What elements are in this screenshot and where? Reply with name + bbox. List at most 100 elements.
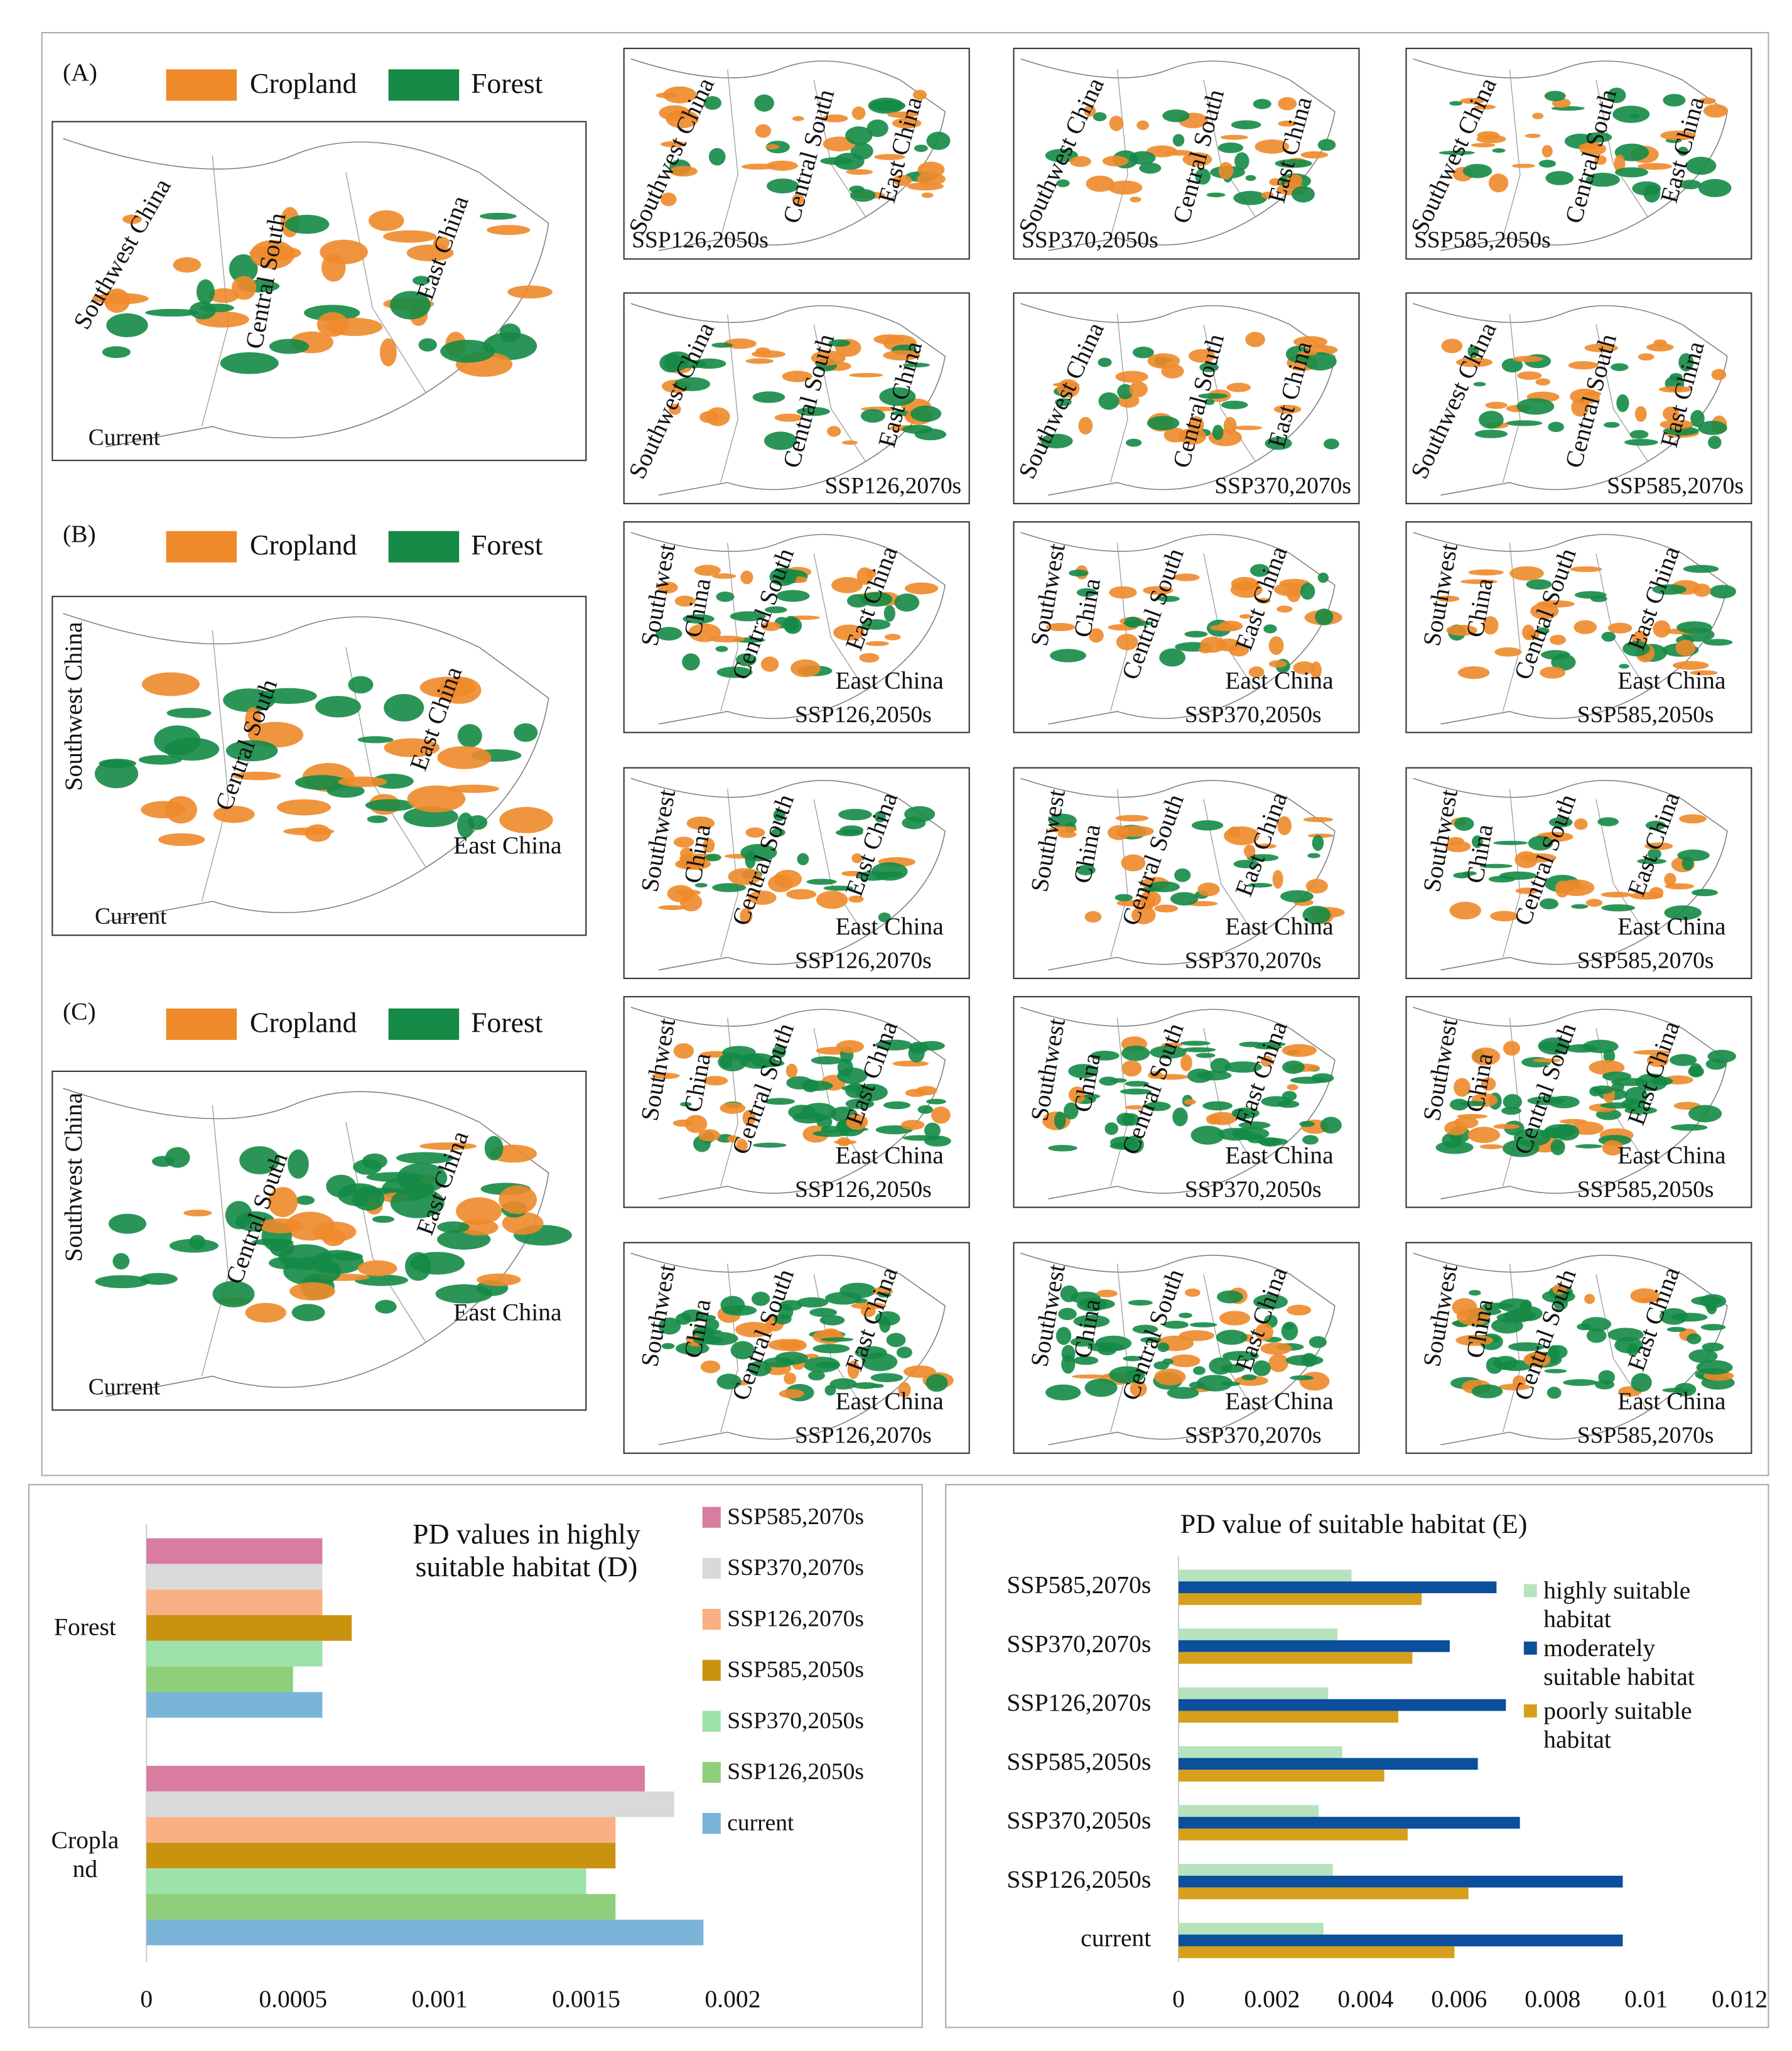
map-patch — [831, 576, 863, 593]
map-patch — [1474, 430, 1508, 438]
map-patch — [1696, 1360, 1733, 1375]
map-patch — [1474, 104, 1496, 110]
map-patch — [1660, 419, 1693, 430]
category-label: SSP126,2070s — [1007, 1689, 1151, 1716]
map-patch — [514, 723, 538, 742]
map-patch — [283, 827, 335, 836]
map-patch — [1084, 911, 1102, 923]
map-patch — [1209, 1357, 1233, 1375]
map-patch — [1516, 398, 1555, 415]
map-patch — [1154, 904, 1179, 912]
map-patch — [669, 166, 698, 177]
map-patch — [484, 1135, 504, 1161]
legend-label: current — [727, 1810, 794, 1836]
map-patch — [1455, 357, 1492, 367]
map-patch — [917, 161, 945, 178]
map-patch — [661, 192, 677, 207]
map-patch — [1173, 573, 1200, 582]
map-caption: Current — [95, 904, 167, 929]
map-patch — [1688, 1066, 1704, 1078]
map-patch — [663, 86, 697, 104]
map-patch — [712, 573, 737, 579]
map-patch — [803, 1356, 840, 1373]
map-patch — [165, 796, 197, 824]
map-patch — [353, 1159, 382, 1175]
map-patch — [766, 160, 798, 171]
map-patch — [1191, 820, 1224, 831]
map-patch — [1159, 648, 1186, 667]
map-patch — [1221, 401, 1248, 409]
bar — [146, 1843, 616, 1869]
map-patch — [1111, 1078, 1127, 1083]
map-patch — [1120, 1088, 1152, 1095]
map-patch — [846, 169, 873, 175]
map-patch — [1162, 109, 1190, 122]
map-patch — [1514, 851, 1538, 869]
map-patch — [826, 426, 841, 437]
map-patch — [1637, 858, 1667, 865]
map-patch — [1477, 131, 1500, 140]
legend-label-box: moderately suitable habitat — [1543, 1635, 1695, 1691]
map-patch — [1653, 620, 1671, 638]
map-patch — [1185, 1288, 1201, 1297]
legend-swatch — [702, 1660, 721, 1681]
map-patch — [1666, 1326, 1687, 1333]
map-patch — [784, 1372, 797, 1385]
map-patch — [1063, 1102, 1079, 1120]
map-patch — [1096, 1289, 1118, 1297]
map-patch — [688, 623, 721, 642]
map-patch — [390, 1188, 445, 1218]
map-patch — [1709, 585, 1737, 598]
map-patch — [1277, 816, 1292, 835]
map-patch — [1130, 1380, 1147, 1397]
map-patch — [1643, 184, 1661, 203]
map-patch — [1233, 860, 1260, 869]
map-patch — [675, 1342, 710, 1355]
map-patch — [828, 339, 851, 347]
map-patch — [1315, 609, 1334, 625]
map-patch — [1659, 1307, 1688, 1325]
map-patch — [251, 1238, 294, 1246]
map-patch — [1246, 854, 1279, 862]
map-patch — [1140, 1336, 1162, 1343]
map-patch — [1678, 353, 1694, 372]
map-patch — [1512, 355, 1543, 362]
map-patch — [841, 440, 858, 445]
map-patch — [1068, 1064, 1098, 1078]
map-patch — [1449, 901, 1481, 920]
map-patch — [507, 285, 553, 299]
map: Southwest China Central South East ChinaSS… — [623, 292, 970, 504]
map-patch — [1307, 853, 1320, 858]
map-patch — [1663, 406, 1680, 421]
map-patch — [751, 350, 785, 358]
legend-swatch — [388, 69, 460, 101]
map-patch — [1555, 880, 1570, 898]
map-patch — [1638, 353, 1654, 361]
map-patch — [1523, 1351, 1551, 1367]
map-patch — [291, 1304, 325, 1321]
map-patch — [1506, 420, 1543, 426]
map-patch — [792, 116, 804, 121]
map-patch — [1196, 1053, 1216, 1058]
map-patch — [870, 1383, 884, 1388]
map-patch — [1467, 1127, 1500, 1144]
map-patch — [1573, 620, 1597, 634]
map-patch — [837, 1058, 853, 1077]
map-caption: SSP370,2050s — [1185, 702, 1322, 728]
map-patch — [1503, 1041, 1521, 1056]
map-patch — [837, 1137, 851, 1147]
map-patch — [1195, 168, 1211, 185]
map-patch — [404, 1252, 431, 1281]
map-patch — [914, 428, 947, 441]
map-patch — [892, 1060, 929, 1067]
map-patch — [1631, 1373, 1652, 1392]
map-patch — [1622, 641, 1650, 657]
map-patch — [1579, 142, 1606, 156]
category-label: SSP585,2050s — [1007, 1748, 1151, 1775]
map-patch — [259, 1218, 303, 1234]
map-patch — [1528, 835, 1553, 851]
map-patch — [231, 276, 257, 300]
map-patch — [1541, 650, 1570, 660]
legend-swatch — [388, 1008, 460, 1040]
